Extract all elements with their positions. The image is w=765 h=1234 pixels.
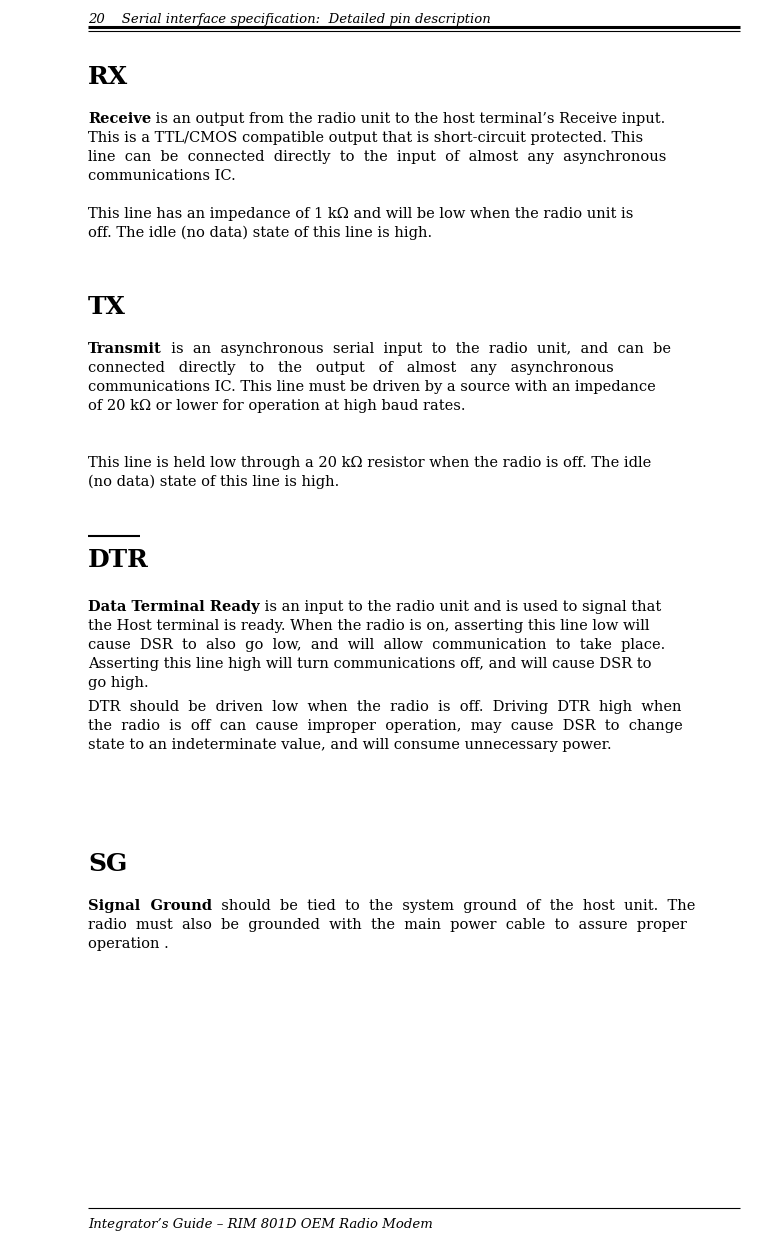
Text: This is a TTL/CMOS compatible output that is short-circuit protected. This: This is a TTL/CMOS compatible output tha… xyxy=(88,131,643,146)
Text: DTR: DTR xyxy=(88,548,149,573)
Text: (no data) state of this line is high.: (no data) state of this line is high. xyxy=(88,475,339,490)
Text: of 20 kΩ or lower for operation at high baud rates.: of 20 kΩ or lower for operation at high … xyxy=(88,399,465,413)
Text: state to an indeterminate value, and will consume unnecessary power.: state to an indeterminate value, and wil… xyxy=(88,738,612,752)
Text: should  be  tied  to  the  system  ground  of  the  host  unit.  The: should be tied to the system ground of t… xyxy=(212,900,695,913)
Text: line  can  be  connected  directly  to  the  input  of  almost  any  asynchronou: line can be connected directly to the in… xyxy=(88,151,666,164)
Text: communications IC.: communications IC. xyxy=(88,169,236,183)
Text: the  radio  is  off  can  cause  improper  operation,  may  cause  DSR  to  chan: the radio is off can cause improper oper… xyxy=(88,719,682,733)
Text: go high.: go high. xyxy=(88,676,148,690)
Text: Integrator’s Guide – RIM 801D OEM Radio Modem: Integrator’s Guide – RIM 801D OEM Radio … xyxy=(88,1218,433,1232)
Text: is an input to the radio unit and is used to signal that: is an input to the radio unit and is use… xyxy=(259,600,661,615)
Text: This line is held low through a 20 kΩ resistor when the radio is off. The idle: This line is held low through a 20 kΩ re… xyxy=(88,457,651,470)
Text: cause  DSR  to  also  go  low,  and  will  allow  communication  to  take  place: cause DSR to also go low, and will allow… xyxy=(88,638,666,652)
Text: Signal  Ground: Signal Ground xyxy=(88,900,212,913)
Text: TX: TX xyxy=(88,295,126,320)
Text: RX: RX xyxy=(88,65,129,89)
Text: the Host terminal is ready. When the radio is on, asserting this line low will: the Host terminal is ready. When the rad… xyxy=(88,619,649,633)
Text: off. The idle (no data) state of this line is high.: off. The idle (no data) state of this li… xyxy=(88,226,432,241)
Text: communications IC. This line must be driven by a source with an impedance: communications IC. This line must be dri… xyxy=(88,380,656,394)
Text: SG: SG xyxy=(88,851,128,876)
Text: This line has an impedance of 1 kΩ and will be low when the radio unit is: This line has an impedance of 1 kΩ and w… xyxy=(88,207,633,221)
Text: Receive: Receive xyxy=(88,112,151,126)
Text: connected   directly   to   the   output   of   almost   any   asynchronous: connected directly to the output of almo… xyxy=(88,362,614,375)
Text: Transmit: Transmit xyxy=(88,342,161,355)
Text: is  an  asynchronous  serial  input  to  the  radio  unit,  and  can  be: is an asynchronous serial input to the r… xyxy=(161,342,671,355)
Text: is an output from the radio unit to the host terminal’s Receive input.: is an output from the radio unit to the … xyxy=(151,112,666,126)
Text: operation .: operation . xyxy=(88,937,169,951)
Text: radio  must  also  be  grounded  with  the  main  power  cable  to  assure  prop: radio must also be grounded with the mai… xyxy=(88,918,687,932)
Text: DTR  should  be  driven  low  when  the  radio  is  off.  Driving  DTR  high  wh: DTR should be driven low when the radio … xyxy=(88,700,682,714)
Text: Data Terminal Ready: Data Terminal Ready xyxy=(88,600,259,615)
Text: Asserting this line high will turn communications off, and will cause DSR to: Asserting this line high will turn commu… xyxy=(88,656,652,671)
Text: 20    Serial interface specification:  Detailed pin description: 20 Serial interface specification: Detai… xyxy=(88,14,491,26)
